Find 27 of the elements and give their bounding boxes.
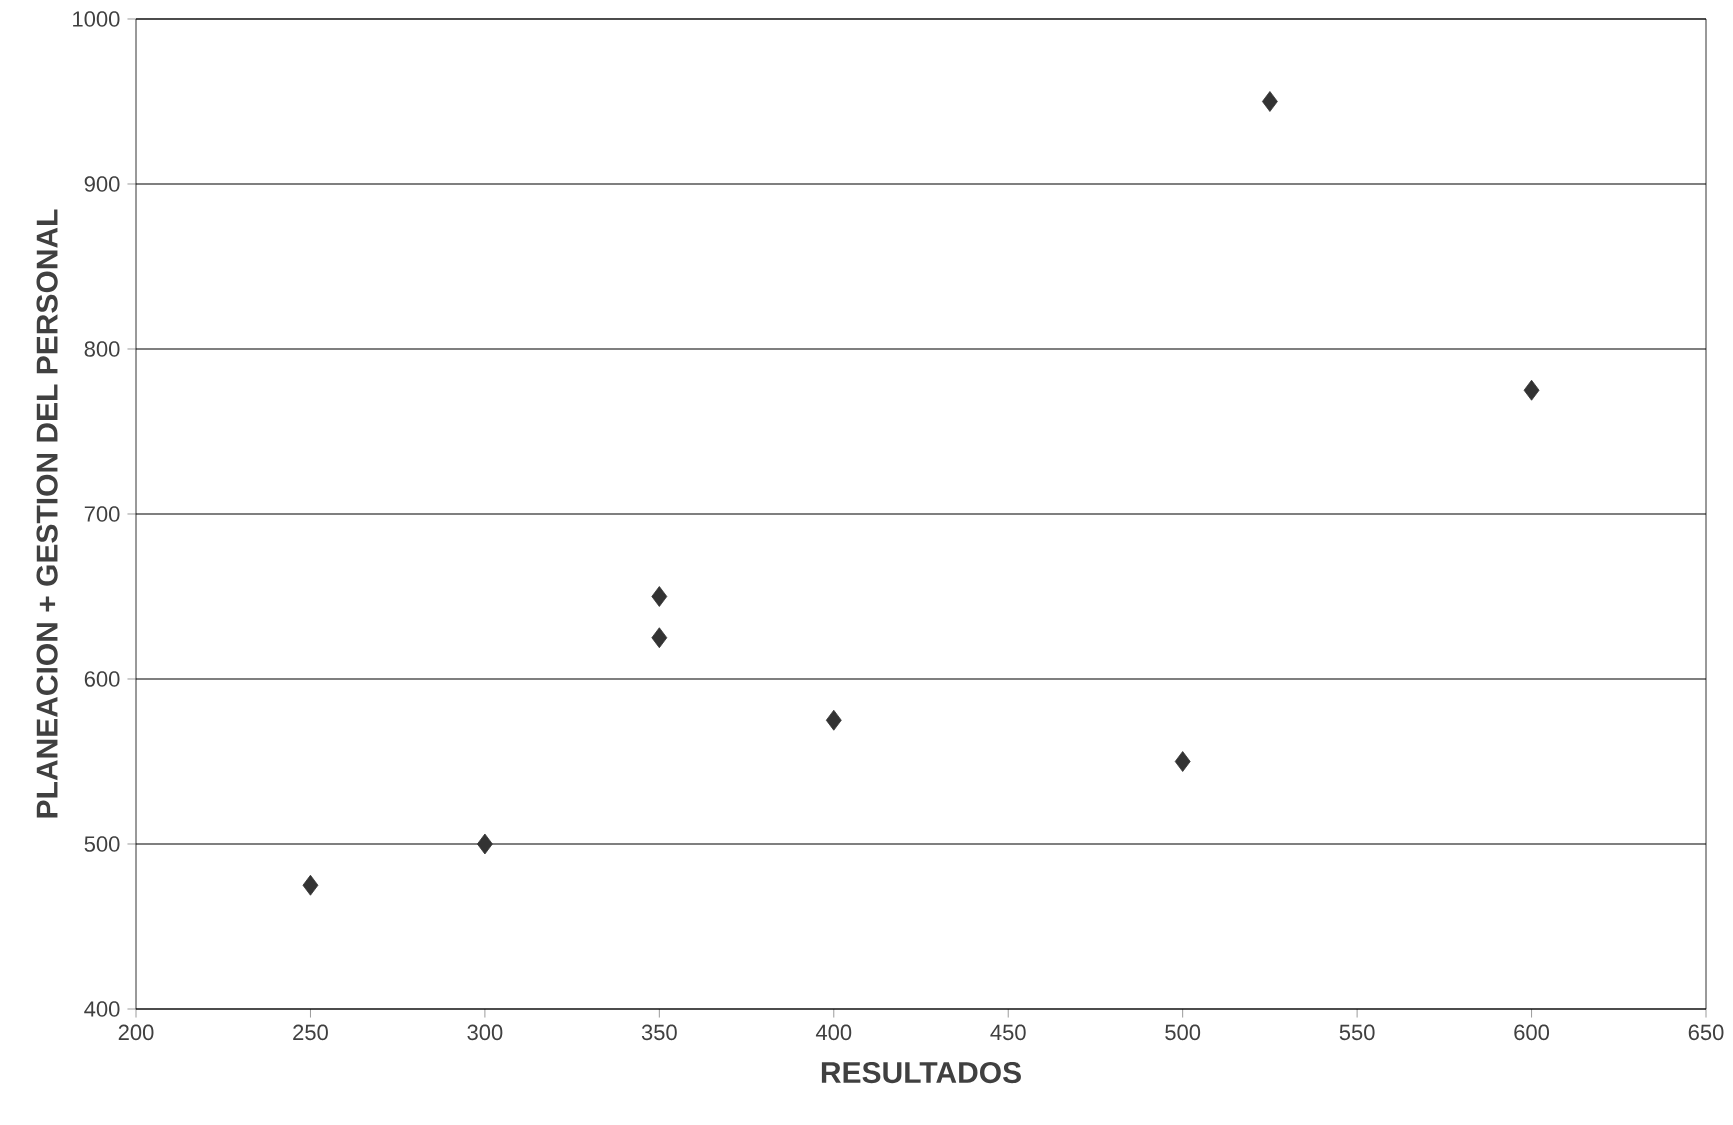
point	[1523, 379, 1540, 401]
point	[477, 833, 493, 855]
y-tick-label: 500	[84, 836, 120, 852]
point	[1174, 751, 1191, 772]
point	[302, 874, 319, 896]
x-tick-label: 350	[641, 1024, 677, 1041]
point	[1262, 91, 1278, 112]
y-tick-label: 600	[84, 671, 120, 687]
x-tick-label: 200	[118, 1024, 154, 1041]
y-tick-label: 800	[84, 341, 120, 357]
y-tick-label: 1000	[73, 11, 120, 27]
x-axis-title: RESULTADOS	[821, 1061, 1021, 1084]
x-tick-label: 300	[467, 1024, 503, 1041]
x-tick-label: 250	[293, 1024, 328, 1041]
point	[651, 586, 668, 607]
x-tick-label: 400	[815, 1024, 852, 1041]
y-axis-title: PLANEACION + GESTION DEL PERSONAL	[36, 209, 58, 818]
y-tick-label: 400	[84, 1001, 120, 1017]
x-tick-label: 500	[1165, 1024, 1201, 1041]
x-tick-label: 450	[990, 1024, 1026, 1041]
point	[651, 627, 668, 649]
x-tick-label: 600	[1514, 1024, 1550, 1041]
y-tick-label: 900	[84, 176, 120, 192]
x-tick-label: 650	[1688, 1024, 1724, 1041]
x-tick-label: 550	[1339, 1024, 1375, 1041]
y-tick-label: 700	[84, 506, 120, 522]
point	[825, 709, 842, 731]
